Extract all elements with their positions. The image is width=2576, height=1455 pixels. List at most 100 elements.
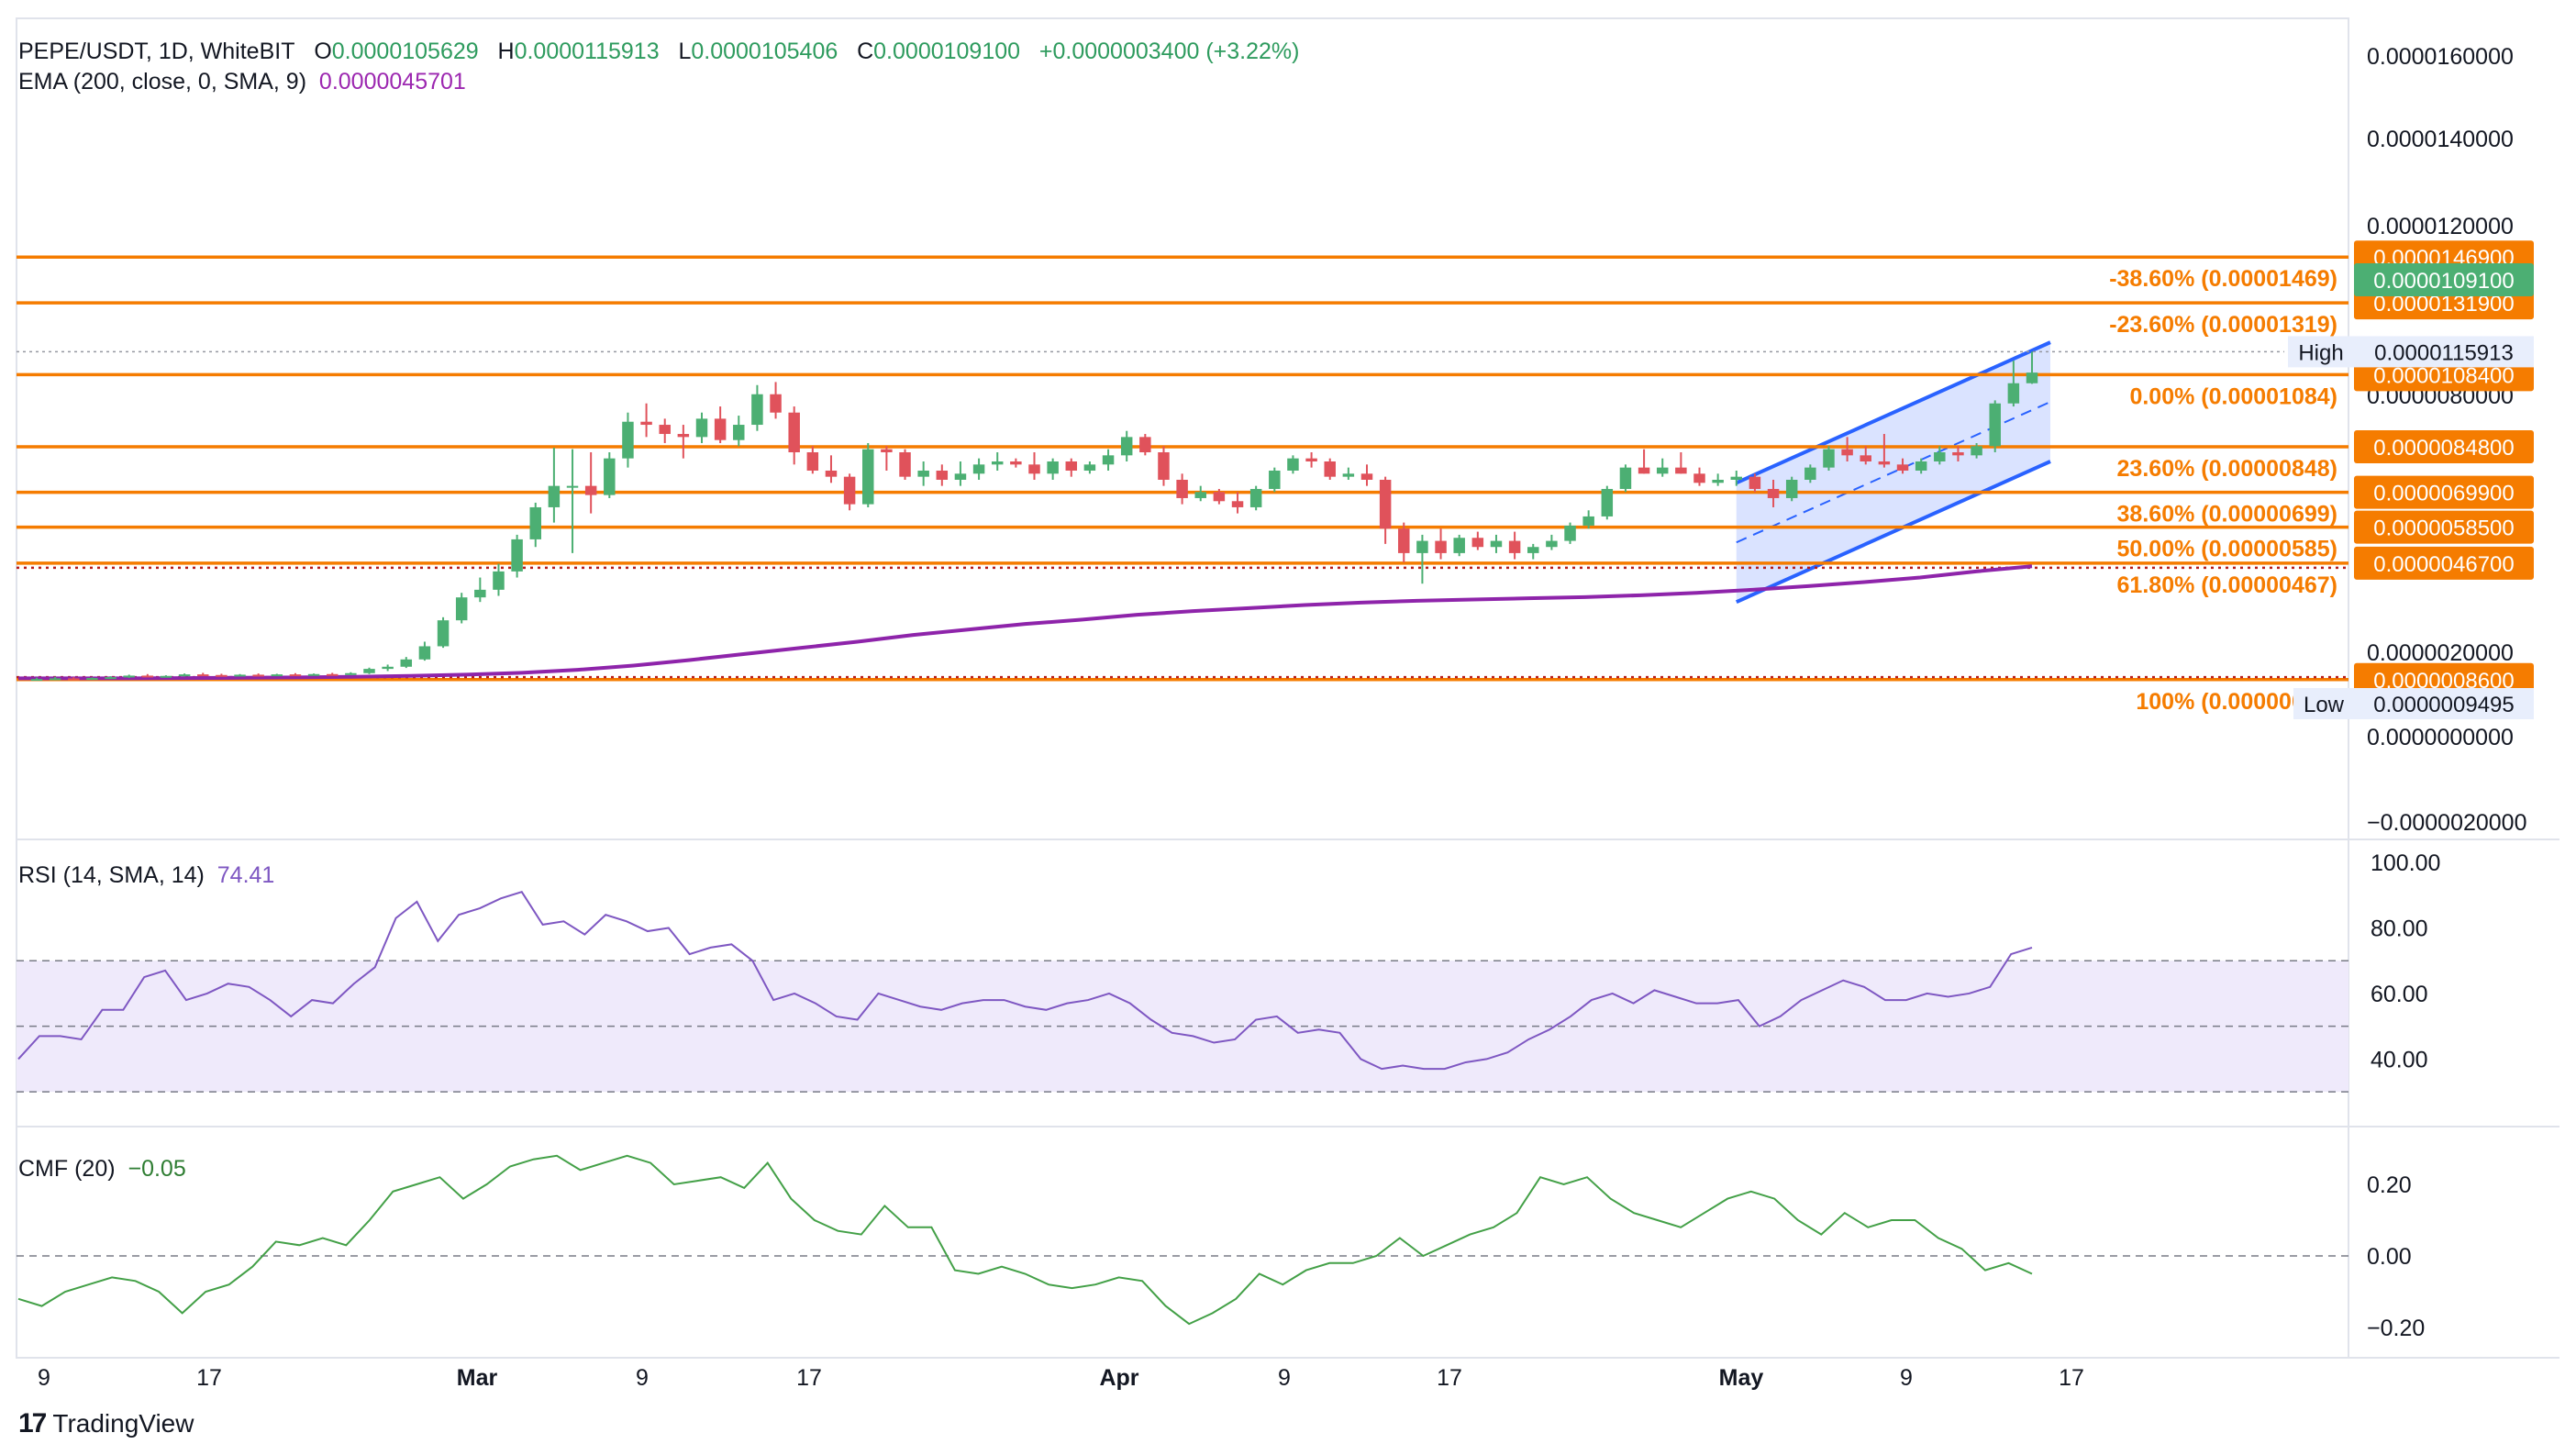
candle-body — [1730, 476, 1743, 480]
candle-body — [991, 461, 1004, 465]
cmf-label[interactable]: CMF (20) — [18, 1156, 116, 1182]
high-price-value: 0.0000115913 — [2374, 340, 2514, 365]
symbol-label[interactable]: PEPE/USDT, 1D, WhiteBIT — [18, 39, 295, 64]
candle-body — [1158, 452, 1170, 480]
candle-body — [1823, 449, 1835, 468]
candle-body — [493, 571, 505, 590]
time-axis-tick: 9 — [1900, 1365, 1913, 1391]
low-value: 0.0000105406 — [691, 39, 838, 64]
candle-body — [123, 675, 135, 678]
fib-price-tag-label: 0.0000046700 — [2373, 552, 2515, 577]
candle-body — [1619, 467, 1632, 489]
candle-body — [954, 473, 967, 480]
candle-body — [1712, 479, 1724, 483]
candle-body — [105, 677, 117, 680]
candle-body — [1934, 452, 1946, 461]
candle-body — [1675, 467, 1687, 474]
candle-body — [1952, 452, 1964, 456]
low-price-tag — [2354, 688, 2534, 719]
time-axis-tick: 9 — [636, 1365, 649, 1391]
rsi-axis-tick: 80.00 — [2371, 916, 2428, 941]
candle-body — [1305, 458, 1317, 461]
candle-body — [1139, 437, 1151, 453]
candle-body — [307, 673, 320, 676]
fib-level-label: 0.00% (0.00001084) — [2129, 383, 2337, 409]
ema-200-line — [18, 564, 2033, 681]
time-axis-tick: May — [1719, 1365, 1764, 1391]
candle-body — [400, 659, 413, 667]
high-value: 0.0000115913 — [514, 39, 660, 64]
candle-body — [972, 464, 985, 474]
candle-body — [382, 666, 394, 670]
candle-body — [604, 458, 616, 495]
candle-body — [1841, 449, 1853, 456]
candle-body — [289, 674, 302, 677]
fib-price-tag-label: 0.0000058500 — [2373, 516, 2515, 541]
low-marker-label: Low — [2304, 693, 2345, 717]
candle-body — [1490, 540, 1503, 548]
candle-body — [418, 646, 431, 660]
candle-body — [474, 589, 486, 598]
candle-body — [1915, 461, 1927, 471]
candle-body — [1047, 461, 1059, 474]
candle-body — [1102, 455, 1115, 465]
candle-body — [936, 470, 949, 480]
time-axis-tick: 17 — [796, 1365, 822, 1391]
candle-body — [455, 597, 468, 621]
tradingview-logo-icon: 17 — [18, 1408, 47, 1438]
time-axis-tick: 9 — [38, 1365, 50, 1391]
candle-body — [1453, 538, 1465, 553]
candle-body — [1527, 547, 1539, 553]
candle-body — [216, 674, 228, 677]
price-axis-tick: 0.0000120000 — [2367, 214, 2514, 239]
candle-body — [1287, 458, 1299, 471]
last-price-value: 0.0000109100 — [2373, 269, 2515, 294]
rsi-label[interactable]: RSI (14, SMA, 14) — [18, 862, 205, 888]
time-axis-tick: 9 — [1278, 1365, 1291, 1391]
candle-body — [30, 679, 43, 682]
fib-price-tag — [2354, 662, 2534, 696]
ema-legend: EMA (200, close, 0, SMA, 9) 0.0000045701 — [18, 69, 466, 95]
candle-body — [1878, 461, 1891, 465]
fib-price-tag — [2354, 546, 2534, 580]
candle-body — [326, 673, 339, 676]
price-legend: PEPE/USDT, 1D, WhiteBIT O0.0000105629 H0… — [18, 39, 1300, 64]
candle-body — [1342, 473, 1355, 477]
candle-body — [1435, 540, 1447, 553]
candle-body — [1860, 455, 1871, 461]
candle-body — [234, 674, 246, 677]
price-axis-tick: 0.0000160000 — [2367, 44, 2514, 70]
high-price-tag — [2354, 336, 2534, 368]
candle-body — [584, 485, 597, 495]
candle-body — [622, 421, 634, 459]
cmf-value: −0.05 — [128, 1156, 186, 1182]
channel-upper-line — [1735, 340, 2051, 485]
candle-body — [1360, 473, 1373, 480]
candle-body — [1194, 492, 1206, 498]
fib-price-tag-label: 0.0000084800 — [2373, 436, 2515, 461]
fib-price-tag-label: 0.0000069900 — [2373, 482, 2515, 506]
candle-body — [1083, 464, 1096, 471]
candle-body — [68, 678, 80, 681]
fib-price-tag-label: 0.0000108400 — [2373, 363, 2515, 388]
tradingview-logo[interactable]: 17 TradingView — [18, 1408, 194, 1439]
candle-body — [548, 485, 561, 507]
candle-body — [862, 449, 874, 505]
candle-body — [1693, 473, 1705, 483]
candle-body — [86, 678, 98, 681]
fib-price-tag — [2354, 510, 2534, 544]
candle-body — [160, 675, 172, 678]
candle-body — [49, 678, 61, 681]
candle-body — [659, 425, 671, 435]
ema-label[interactable]: EMA (200, close, 0, SMA, 9) — [18, 69, 307, 94]
candle-body — [677, 434, 690, 438]
fib-level-label: 38.60% (0.00000699) — [2117, 502, 2337, 528]
candle-body — [1564, 525, 1576, 541]
candle-body — [1416, 540, 1428, 553]
cmf-axis-tick: 0.00 — [2367, 1244, 2412, 1270]
candle-body — [178, 674, 191, 677]
plot-frame — [16, 17, 2349, 1359]
candle-body — [529, 506, 541, 539]
price-axis-tick: 0.0000140000 — [2367, 127, 2514, 152]
candle-body — [1971, 446, 1982, 456]
